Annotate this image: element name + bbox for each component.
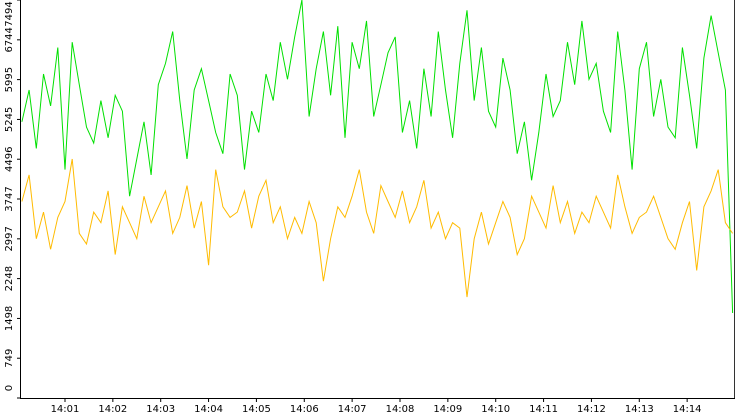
y-tick-label: 2997 xyxy=(4,226,15,251)
x-tick-label: 14:13 xyxy=(625,404,654,415)
x-tick-label: 14:14 xyxy=(673,404,702,415)
y-tick-label: 749 xyxy=(4,349,15,368)
x-tick-label: 14:10 xyxy=(481,404,510,415)
series-line xyxy=(21,0,734,314)
x-tick-label: 14:12 xyxy=(577,404,606,415)
x-tick-label: 14:03 xyxy=(146,404,175,415)
y-tick-label: 3747 xyxy=(4,186,15,211)
x-tick-label: 14:06 xyxy=(290,404,319,415)
x-tick-label: 14:09 xyxy=(433,404,462,415)
series-line xyxy=(21,158,734,298)
x-tick-label: 14:02 xyxy=(98,404,127,415)
y-tick-label: 6744 xyxy=(4,27,15,52)
x-tick-label: 14:07 xyxy=(338,404,367,415)
x-tick-label: 14:08 xyxy=(386,404,415,415)
x-tick-label: 14:04 xyxy=(194,404,223,415)
y-tick-label: 5245 xyxy=(4,107,15,132)
y-tick-label: 0 xyxy=(4,385,15,391)
y-tick-label: 2248 xyxy=(4,266,15,291)
x-tick-label: 14:05 xyxy=(242,404,271,415)
y-tick-label: 4496 xyxy=(4,146,15,171)
y-tick-label: 7494 xyxy=(4,1,15,26)
x-tick-label: 14:11 xyxy=(529,404,558,415)
y-tick-label: 1498 xyxy=(4,306,15,331)
y-tick-label: 5995 xyxy=(4,67,15,92)
x-tick-label: 14:01 xyxy=(51,404,80,415)
